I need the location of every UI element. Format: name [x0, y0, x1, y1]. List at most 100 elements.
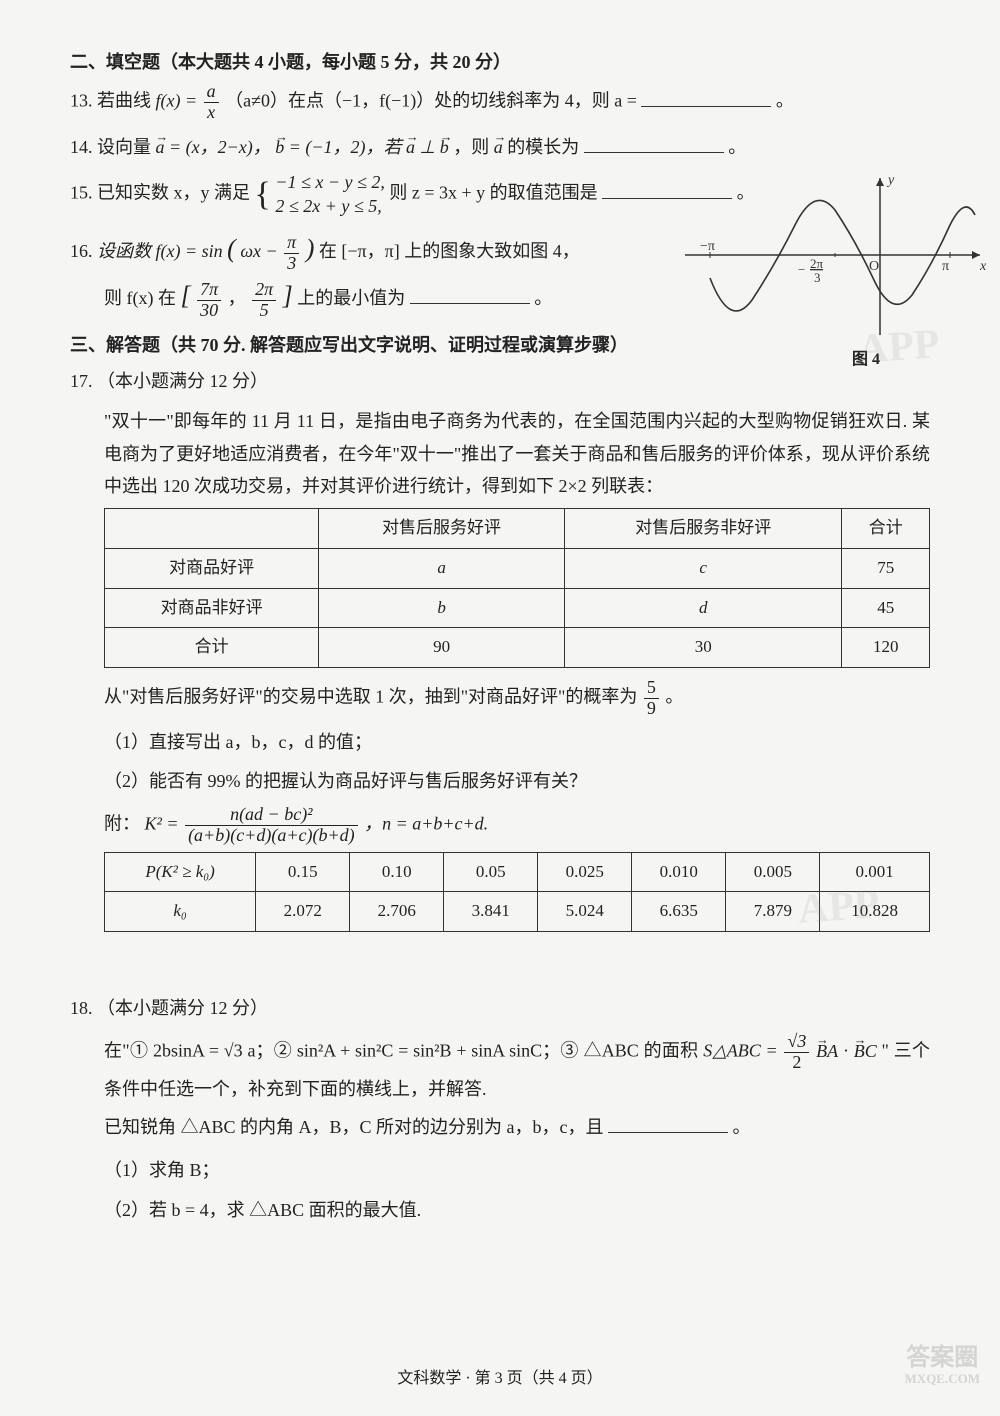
cell: c — [564, 549, 841, 589]
vec-a: a — [156, 137, 165, 157]
frac-num: π — [284, 233, 299, 254]
frac-den: 3 — [284, 254, 299, 274]
blank-18 — [608, 1115, 728, 1133]
cell: 120 — [842, 628, 930, 668]
frac-num: √3 — [784, 1032, 809, 1053]
cell: 0.15 — [256, 852, 350, 892]
cell: k₀ — [105, 892, 256, 932]
p17-para1: "双十一"即每年的 11 月 11 日，是指由电子商务为代表的，在全国范围内兴起… — [104, 405, 930, 502]
cell: 对商品非好评 — [105, 588, 319, 628]
p18-q1: （1）求角 B； — [104, 1154, 930, 1186]
brace-icon: { — [255, 178, 271, 212]
p14-eq-a: = (x，2−x)， — [169, 137, 271, 157]
comma: ， — [228, 288, 246, 308]
p16-text-c: 则 f(x) 在 — [104, 288, 180, 308]
cell: 7.879 — [726, 892, 820, 932]
blank-16 — [410, 286, 530, 304]
th-2: 对售后服务非好评 — [564, 509, 841, 549]
blank-14 — [584, 135, 724, 153]
problem-num: 16. — [70, 241, 93, 261]
vec-ba: BA — [816, 1041, 838, 1061]
cell: 0.001 — [820, 852, 930, 892]
vec-b2: b — [440, 137, 449, 157]
cell: 75 — [842, 549, 930, 589]
vec-a3: a — [494, 137, 503, 157]
p14-text-c: ，则 — [453, 137, 494, 157]
cell: 45 — [842, 588, 930, 628]
problem-18: 18. （本小题满分 12 分） — [70, 992, 930, 1024]
cell: 0.10 — [350, 852, 444, 892]
chi-square-table: P(K² ≥ k₀) 0.15 0.10 0.05 0.025 0.010 0.… — [104, 852, 930, 932]
p16-omega: ωx − — [240, 241, 282, 261]
svg-text:π: π — [942, 259, 949, 274]
k2-lhs: K² = — [145, 814, 184, 834]
p13-text-a: 若曲线 — [97, 91, 156, 111]
cell: 3.841 — [444, 892, 538, 932]
p15-text-b: 则 z = 3x + y 的取值范围是 — [389, 183, 602, 203]
frac-num: 5 — [644, 678, 659, 699]
p13-frac: a x — [204, 82, 219, 123]
paren-l: ( — [227, 234, 236, 263]
th-1: 对售后服务好评 — [319, 509, 565, 549]
p16-frac2: 7π 30 — [197, 280, 221, 321]
dot-icon: · — [843, 1041, 854, 1061]
frac-den: 30 — [197, 301, 221, 321]
blank-13 — [641, 89, 771, 107]
vec-a2: a — [406, 137, 415, 157]
table-row: 对商品非好评 b d 45 — [105, 588, 930, 628]
frac-num: 2π — [252, 280, 276, 301]
svg-text:−π: −π — [700, 239, 715, 254]
problem-13: 13. 若曲线 f(x) = a x （a≠0）在点（−1，f(−1)）处的切线… — [70, 82, 930, 123]
p18-body: 在"① 2bsinA = √3 a；② sin²A + sin²C = sin²… — [104, 1032, 930, 1105]
cell: 0.005 — [726, 852, 820, 892]
frac-den: x — [204, 103, 219, 123]
table-row: 对商品好评 a c 75 — [105, 549, 930, 589]
problem-num: 14. — [70, 137, 93, 157]
p16-tail: 。 — [534, 288, 552, 308]
p13-fx: f(x) = — [156, 91, 202, 111]
p18-text-c: 已知锐角 △ABC 的内角 A，B，C 所对的边分别为 a，b，c，且 — [104, 1117, 608, 1137]
frac-den: (a+b)(c+d)(a+c)(b+d) — [185, 826, 358, 846]
problem-17: 17. （本小题满分 12 分） — [70, 365, 930, 397]
frac-den: 5 — [252, 301, 276, 321]
p17-q2: （2）能否有 99% 的把握认为商品好评与售后服务好评有关？ — [104, 765, 930, 797]
cell: 0.025 — [538, 852, 632, 892]
cell: b — [319, 588, 565, 628]
p17-appendix: 附： K² = n(ad − bc)² (a+b)(c+d)(a+c)(b+d)… — [104, 805, 930, 846]
cell: 0.010 — [632, 852, 726, 892]
svg-text:−: − — [798, 262, 805, 277]
table-row: 合计 90 30 120 — [105, 628, 930, 668]
p18-text-a: 在"① 2bsinA = √3 a；② sin²A + sin²C = sin²… — [104, 1041, 703, 1061]
frac-num: a — [204, 82, 219, 103]
perp: ⊥ — [420, 137, 440, 157]
cell: 0.05 — [444, 852, 538, 892]
contingency-table: 对售后服务好评 对售后服务非好评 合计 对商品好评 a c 75 对商品非好评 … — [104, 508, 930, 667]
cell: 30 — [564, 628, 841, 668]
cell: d — [564, 588, 841, 628]
p18-frac: √3 2 — [784, 1032, 809, 1073]
paren-r: ) — [306, 234, 315, 263]
cell: 2.706 — [350, 892, 444, 932]
p18-points: （本小题满分 12 分） — [97, 998, 268, 1018]
cell: 合计 — [105, 628, 319, 668]
cell: 10.828 — [820, 892, 930, 932]
cell: 2.072 — [256, 892, 350, 932]
th-blank — [105, 509, 319, 549]
cell: 6.635 — [632, 892, 726, 932]
section-2-title: 二、填空题（本大题共 4 小题，每小题 5 分，共 20 分） — [70, 46, 930, 78]
svg-text:x: x — [979, 259, 987, 274]
problem-num: 15. — [70, 183, 93, 203]
p16-text-a: 设函数 f(x) = sin — [97, 241, 223, 261]
page-footer: 文科数学 · 第 3 页（共 4 页） — [0, 1365, 1000, 1394]
table-header-row: 对售后服务好评 对售后服务非好评 合计 — [105, 509, 930, 549]
chi-value-row: k₀ 2.072 2.706 3.841 5.024 6.635 7.879 1… — [105, 892, 930, 932]
svg-text:2π: 2π — [810, 256, 824, 271]
frac-den: 2 — [784, 1053, 809, 1073]
p18-text-c-wrap: 已知锐角 △ABC 的内角 A，B，C 所对的边分别为 a，b，c，且 。 — [104, 1111, 930, 1143]
svg-text:3: 3 — [814, 270, 821, 285]
p13-text-b: （a≠0）在点（−1，f(−1)）处的切线斜率为 4，则 a = — [225, 91, 641, 111]
prob-frac: 5 9 — [644, 678, 659, 719]
p18-q2: （2）若 b = 4，求 △ABC 面积的最大值. — [104, 1194, 930, 1226]
cell: 90 — [319, 628, 565, 668]
p15-cases: −1 ≤ x − y ≤ 2, 2 ≤ 2x + y ≤ 5, — [275, 171, 385, 218]
